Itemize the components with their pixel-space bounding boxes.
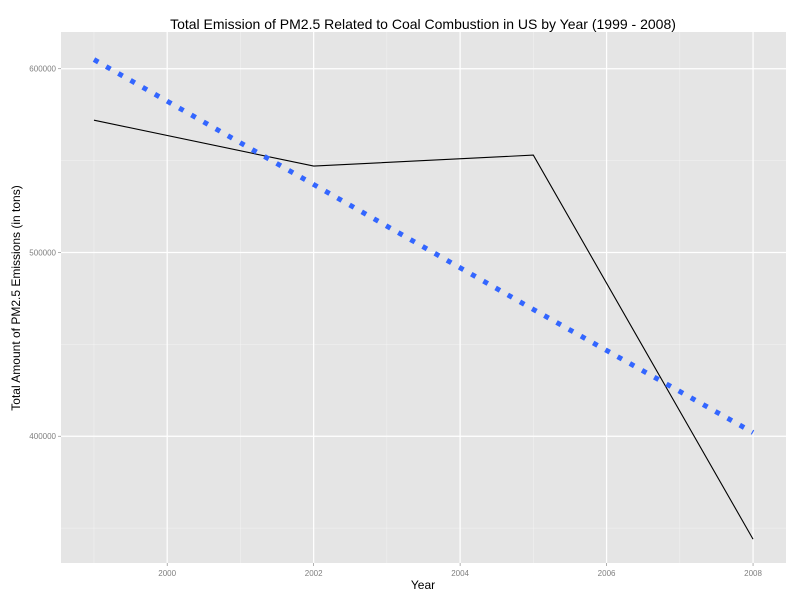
trend-line-dotted [92, 57, 755, 435]
plot-panel [61, 32, 786, 563]
x-axis-title: Year [411, 578, 435, 592]
emissions-line [93, 119, 754, 540]
chart-title: Total Emission of PM2.5 Related to Coal … [170, 16, 676, 32]
y-tick-label: 600000 [29, 65, 56, 74]
y-tick-label: 500000 [29, 248, 56, 257]
y-tick-label: 400000 [29, 432, 56, 441]
x-tick-label: 2004 [451, 569, 469, 578]
series-lines [92, 57, 755, 540]
grid-lines [61, 32, 786, 563]
y-axis-title: Total Amount of PM2.5 Emissions (in tons… [9, 185, 23, 410]
x-tick-label: 2002 [305, 569, 323, 578]
x-tick-label: 2000 [158, 569, 176, 578]
x-tick-label: 2008 [744, 569, 762, 578]
x-tick-label: 2006 [598, 569, 616, 578]
axis-ticks: 2000 2002 2004 2006 2008 400000 500000 600000 [29, 65, 762, 578]
